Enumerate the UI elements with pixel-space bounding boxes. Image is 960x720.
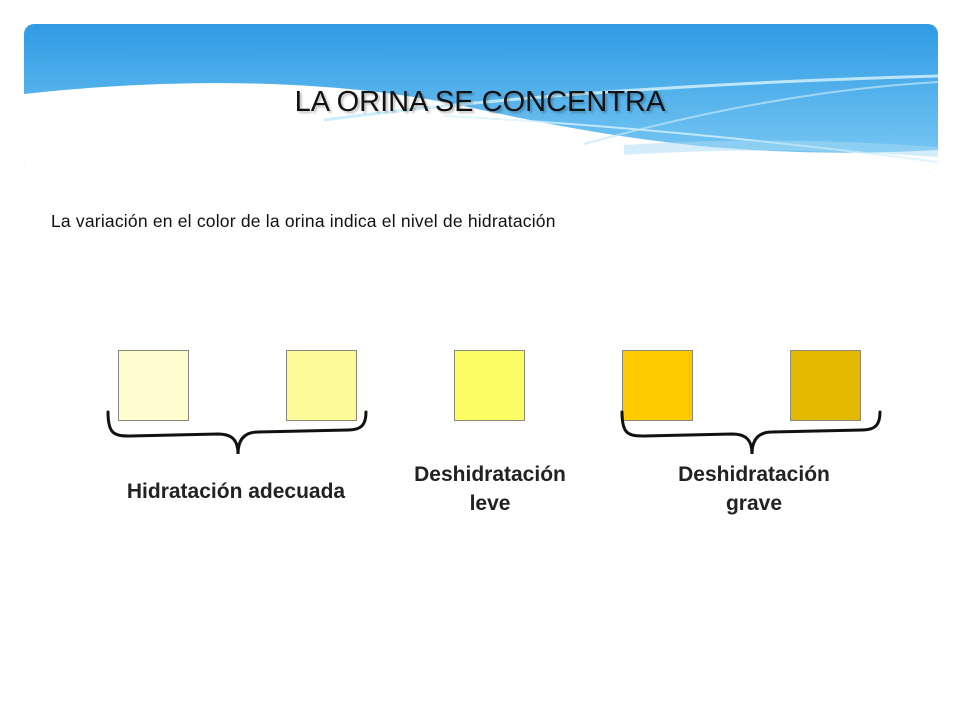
group-label-grave-line2: grave	[725, 492, 783, 515]
brace-adecuada	[106, 410, 368, 455]
urine-color-swatch-1	[118, 350, 189, 421]
slide-title: LA ORINA SE CONCENTRA	[294, 86, 666, 118]
group-label-grave-line1: Deshidratación	[678, 463, 830, 486]
group-label-leve: Deshidratación leve	[384, 460, 596, 518]
group-label-leve-line2: leve	[469, 492, 511, 515]
slide-subtitle: La variación en el color de la orina ind…	[51, 211, 556, 231]
group-label-grave: Deshidratación grave	[648, 460, 860, 518]
urine-color-swatch-5	[790, 350, 861, 421]
urine-color-swatch-2	[286, 350, 357, 421]
brace-grave	[620, 410, 882, 455]
group-label-leve-line1: Deshidratación	[414, 463, 566, 486]
urine-color-swatch-3	[454, 350, 525, 421]
group-label-adecuada: Hidratación adecuada	[126, 480, 346, 503]
urine-color-swatch-4	[622, 350, 693, 421]
header-banner	[24, 24, 938, 172]
